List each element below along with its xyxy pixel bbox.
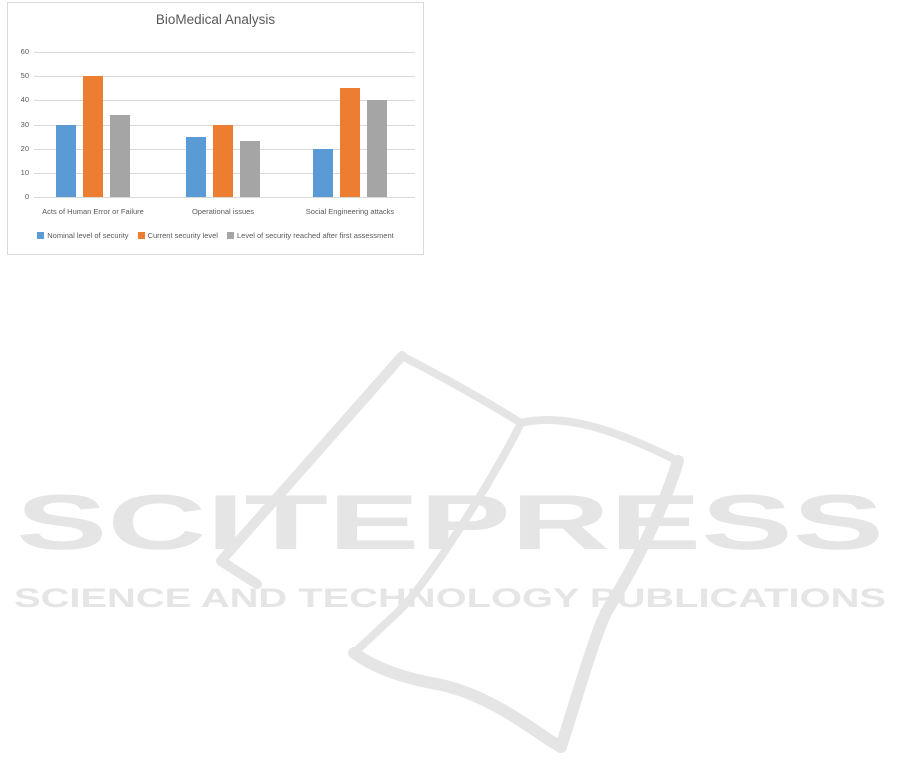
- legend-label: Nominal level of security: [47, 231, 129, 240]
- bar: [313, 148, 333, 197]
- y-tick-label: 0: [24, 192, 29, 201]
- plot-area: 0 10 20 30 40 50 60 Acts of Human Error or Fail…: [8, 3, 423, 254]
- legend-swatch: [37, 232, 45, 239]
- legend-swatch: [137, 232, 145, 239]
- book-left-edge: [216, 351, 407, 589]
- book-spine-fold: [350, 419, 525, 657]
- legend-label: Current security level: [147, 231, 218, 240]
- watermark-subtitle-text: SCIENCE AND TECHNOLOGY PUBLICATIONS: [14, 583, 886, 613]
- category-label: Social Engineering attacks: [305, 207, 395, 216]
- gridline: [34, 76, 415, 78]
- gridline: [34, 52, 415, 53]
- biomedical-analysis-chart: BioMedical Analysis 0 10 20 30 40 50 60 Acts of…: [7, 2, 424, 255]
- legend-label: Level of security reached after first as…: [236, 231, 394, 240]
- legend-item: Current security level: [137, 231, 218, 240]
- y-tick-label: 10: [20, 167, 29, 177]
- bar: [56, 124, 76, 197]
- legend-swatch: [226, 232, 234, 239]
- gridline: [34, 197, 415, 198]
- book-right-edge: [555, 455, 684, 753]
- y-tick-label: 30: [20, 119, 29, 129]
- category-label: Acts of Human Error or Failure: [42, 207, 144, 216]
- legend-item: Nominal level of security: [37, 231, 129, 240]
- bar: [186, 136, 206, 197]
- bar: [213, 124, 233, 197]
- y-tick-label: 60: [20, 47, 29, 56]
- book-left-page-top-edge: [398, 352, 525, 427]
- bar: [83, 76, 103, 197]
- gridline: [34, 100, 415, 102]
- y-tick-label: 20: [20, 143, 29, 153]
- bar: [367, 100, 387, 197]
- legend-item: Level of security reached after first as…: [226, 231, 394, 240]
- chart-legend: Nominal level of security Current securit…: [8, 231, 423, 240]
- watermark-logo-text: SCITEPRESS: [16, 478, 884, 566]
- y-tick-label: 50: [20, 71, 29, 81]
- bar: [340, 88, 360, 197]
- bar: [240, 141, 260, 197]
- book-right-page-top-edge: [517, 416, 682, 465]
- category-label: Operational issues: [191, 207, 255, 216]
- book-bottom-sweep: [348, 647, 567, 753]
- chart-title: BioMedical Analysis: [155, 12, 276, 27]
- y-tick-label: 40: [20, 95, 29, 105]
- bar: [110, 114, 130, 197]
